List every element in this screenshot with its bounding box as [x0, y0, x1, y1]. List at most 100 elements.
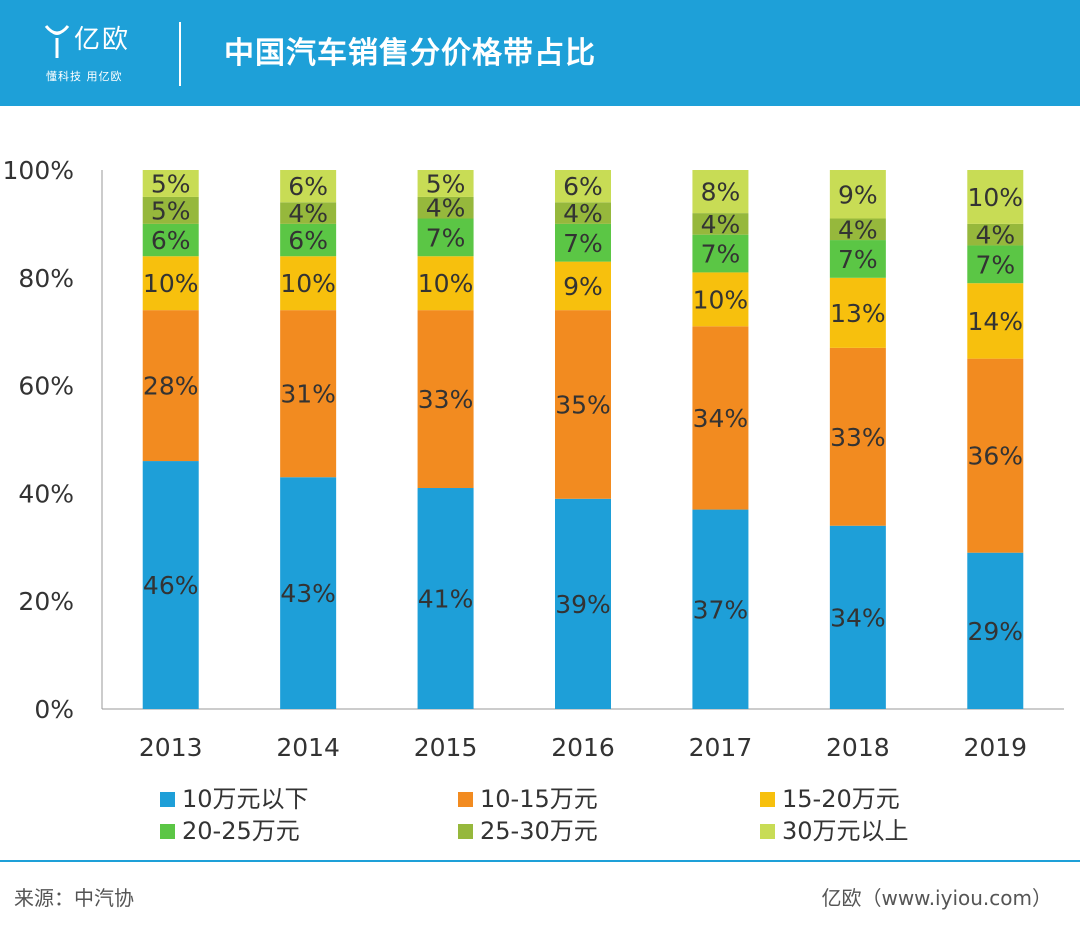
header-divider: [179, 22, 181, 86]
legend-item: 10-15万元: [458, 783, 598, 815]
bar-segment: [829, 170, 886, 219]
data-label: 10%: [143, 269, 199, 298]
y-tick-label: 0%: [34, 695, 74, 724]
y-tick-label: 80%: [18, 264, 74, 293]
data-label: 4%: [426, 194, 466, 223]
data-label: 33%: [418, 385, 474, 414]
bar-segment: [142, 256, 199, 311]
legend-swatch: [160, 823, 175, 839]
bar-segment: [280, 223, 337, 257]
data-label: 28%: [143, 372, 199, 401]
data-label: 36%: [967, 442, 1023, 471]
data-label: 10%: [693, 285, 749, 314]
stacked-bar-chart: 0%20%40%60%80%100%46%28%10%6%5%5%201343%…: [3, 156, 1064, 760]
data-label: 41%: [418, 585, 474, 614]
data-label: 6%: [151, 226, 191, 255]
data-label: 9%: [563, 272, 603, 301]
bar-segment: [967, 358, 1024, 553]
data-label: 33%: [830, 423, 886, 452]
data-label: 5%: [151, 169, 191, 198]
data-label: 9%: [838, 180, 878, 209]
bar-segment: [280, 202, 337, 224]
bar-segment: [692, 170, 749, 214]
data-label: 7%: [563, 229, 603, 258]
bar-segment: [692, 509, 749, 709]
data-label: 10%: [967, 183, 1023, 212]
legend-label: 20-25万元: [182, 817, 300, 845]
bar-segment: [142, 196, 199, 224]
bar-segment: [829, 218, 886, 241]
bar-segment: [967, 283, 1024, 359]
bar-segment: [555, 310, 611, 499]
data-label: 6%: [288, 172, 328, 201]
x-tick-label: 2016: [551, 733, 615, 760]
bar-segment: [829, 277, 886, 348]
data-label: 39%: [555, 590, 611, 619]
bar-segment: [692, 326, 749, 510]
data-label: 29%: [967, 617, 1023, 646]
bar-segment: [692, 213, 749, 235]
bar-segment: [142, 310, 199, 462]
legend-swatch: [160, 791, 175, 807]
y-tick-label: 40%: [18, 479, 74, 508]
legend-label: 25-30万元: [480, 817, 598, 845]
data-label: 4%: [288, 199, 328, 228]
bar-segment: [555, 170, 611, 203]
data-label: 13%: [830, 299, 886, 328]
bar-segment: [142, 461, 199, 709]
yiou-logo-icon: [44, 25, 70, 58]
data-label: 43%: [280, 579, 336, 608]
bar-segment: [967, 223, 1024, 246]
bar-segment: [417, 488, 474, 709]
header-banner: 亿欧 懂科技 用亿欧 中国汽车销售分价格带占比: [0, 0, 1080, 106]
legend-swatch: [458, 823, 473, 839]
data-label: 6%: [563, 172, 603, 201]
y-tick-label: 100%: [3, 156, 74, 185]
data-label: 4%: [701, 210, 741, 239]
data-label: 6%: [288, 226, 328, 255]
legend-label: 10万元以下: [182, 785, 309, 813]
bar-segment: [555, 261, 611, 311]
bar-segment: [417, 196, 474, 219]
bar-segment: [417, 218, 474, 257]
bar-segment: [692, 272, 749, 327]
bar-segment: [555, 223, 611, 262]
data-label: 4%: [563, 199, 603, 228]
bar-segment: [967, 170, 1024, 224]
bar-segment: [142, 170, 199, 197]
page-title: 中国汽车销售分价格带占比: [224, 36, 596, 71]
legend-swatch: [760, 791, 775, 807]
legend-label: 30万元以上: [782, 817, 909, 845]
legend-item: 20-25万元: [160, 815, 300, 847]
data-label: 31%: [280, 380, 336, 409]
bar-segment: [692, 234, 749, 273]
legend-label: 10-15万元: [480, 785, 598, 813]
x-tick-label: 2015: [414, 733, 478, 760]
data-label: 10%: [280, 269, 336, 298]
bar-segment: [967, 552, 1024, 709]
data-label: 5%: [151, 196, 191, 225]
data-label: 37%: [693, 595, 749, 624]
x-tick-label: 2014: [276, 733, 340, 760]
bar-segment: [829, 347, 886, 526]
bar-segment: [280, 310, 337, 478]
bar-segment: [417, 256, 474, 311]
data-label: 7%: [701, 240, 741, 269]
bar-segment: [967, 245, 1024, 284]
brand-slogan: 懂科技 用亿欧: [46, 70, 123, 83]
x-tick-label: 2018: [826, 733, 890, 760]
data-label: 4%: [975, 221, 1015, 250]
data-label: 10%: [418, 269, 474, 298]
footer-divider: [0, 860, 1080, 862]
x-tick-label: 2019: [963, 733, 1027, 760]
bar-segment: [555, 498, 611, 709]
data-label: 7%: [975, 250, 1015, 279]
bar-segment: [417, 170, 474, 197]
data-label: 7%: [838, 245, 878, 274]
x-tick-label: 2017: [689, 733, 753, 760]
legend-swatch: [458, 791, 473, 807]
legend-item: 15-20万元: [760, 783, 900, 815]
brand-logo-text: 亿欧: [74, 25, 131, 55]
data-label: 34%: [693, 404, 749, 433]
data-label: 35%: [555, 390, 611, 419]
